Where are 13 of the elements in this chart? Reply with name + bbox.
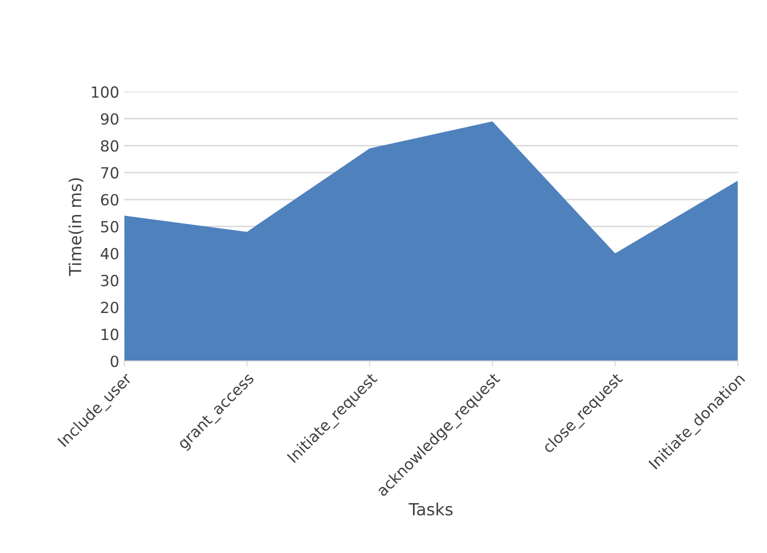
y-tick-label: 80: [100, 140, 118, 152]
y-tick-label: 20: [101, 302, 118, 314]
y-tick-label: 90: [100, 113, 118, 125]
y-tick-label: 10: [102, 328, 118, 340]
y-tick-label: 100: [92, 86, 118, 98]
y-tick-label: 30: [101, 274, 118, 286]
x-axis-title: Tasks: [408, 502, 453, 516]
y-tick-label: 0: [110, 356, 118, 368]
y-tick-label: 70: [101, 167, 118, 179]
y-tick-label: 50: [101, 220, 118, 232]
y-axis-title: Time(in ms): [68, 178, 84, 276]
y-tick-label: 60: [101, 194, 118, 206]
y-tick-label: 40: [100, 248, 118, 260]
